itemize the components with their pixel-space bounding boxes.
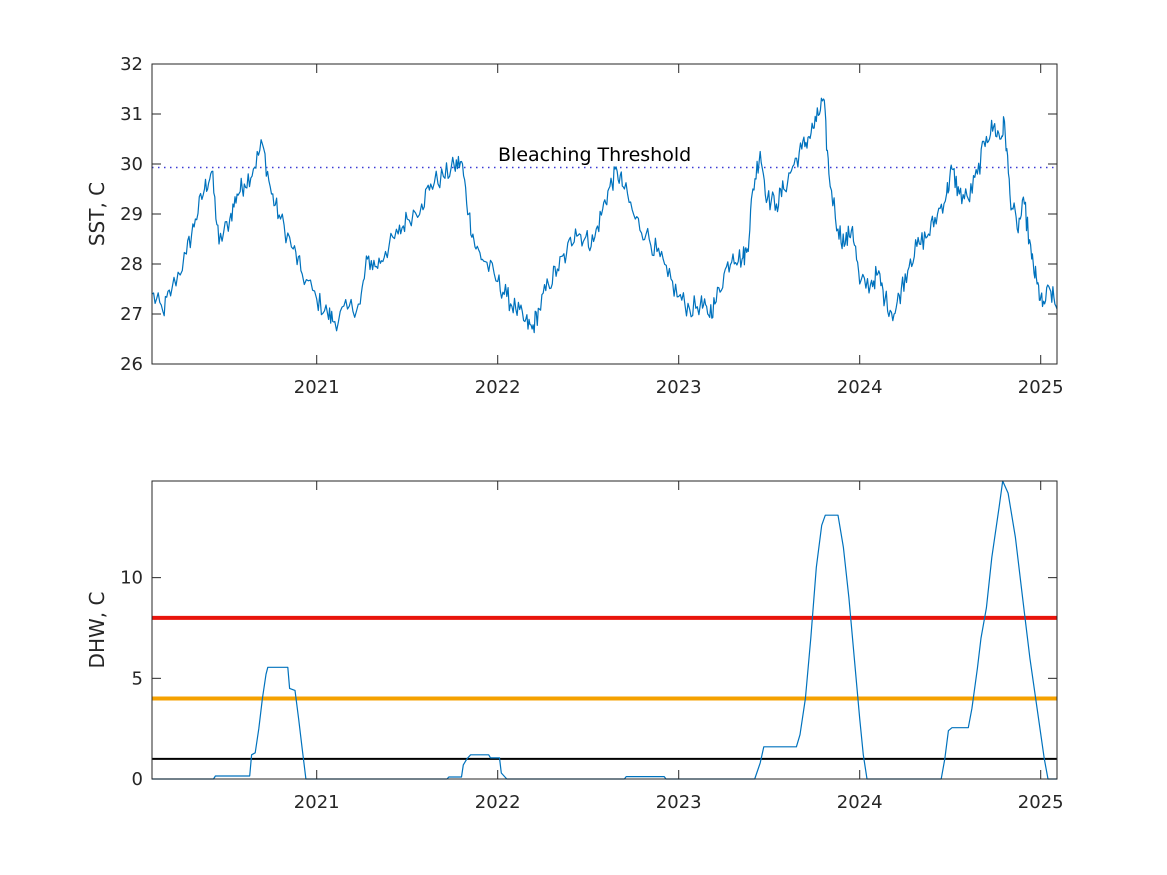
- sst-xtick-label: 2022: [475, 377, 521, 398]
- sst-axes-box: [151, 63, 1058, 365]
- dhw-xtick-label: 2024: [837, 792, 883, 813]
- sst-xtick-label: 2023: [656, 377, 702, 398]
- sst-series-line-0: [151, 97, 1058, 334]
- dhw-panel: 2021 2022 2023 2024 2025 0 5 10 DHW, C: [85, 480, 1064, 813]
- dhw-series-line-0: [152, 480, 1057, 780]
- dhw-axes-box: [151, 480, 1058, 780]
- sst-y-axis-label: SST, C: [85, 182, 109, 246]
- sst-xtick-label: 2024: [837, 377, 883, 398]
- dhw-y-axis-label: DHW, C: [85, 592, 109, 669]
- sst-ytick-label: 30: [120, 154, 143, 175]
- dhw-ytick-label: 10: [120, 568, 143, 589]
- sst-series-group: [151, 97, 1058, 334]
- dhw-xtick-label: 2022: [475, 792, 521, 813]
- bleaching-threshold-label: Bleaching Threshold: [498, 144, 691, 166]
- dhw-ytick-label: 5: [132, 668, 143, 689]
- sst-xtick-label: 2021: [294, 377, 340, 398]
- sst-xtick-label: 2025: [1018, 377, 1064, 398]
- sst-ytick-label: 26: [120, 354, 143, 375]
- sst-ytick-label: 28: [120, 254, 143, 275]
- dhw-ticks-group: 2021 2022 2023 2024 2025 0 5 10: [120, 481, 1064, 813]
- sst-ytick-label: 27: [120, 304, 143, 325]
- sst-ytick-label: 29: [120, 204, 143, 225]
- dhw-ytick-label: 0: [132, 769, 143, 790]
- dhw-plot-area: [152, 481, 1057, 779]
- dhw-xtick-label: 2023: [656, 792, 702, 813]
- dhw-series-group: [152, 480, 1057, 780]
- dhw-xtick-label: 2025: [1018, 792, 1064, 813]
- sst-plot-area: [152, 64, 1057, 364]
- sst-panel: 2021 2022 2023 2024 2025 26 27 28 29 30 31 32 SST, …: [85, 54, 1064, 398]
- dhw-xtick-label: 2021: [294, 792, 340, 813]
- sst-ytick-label: 31: [120, 104, 143, 125]
- sst-ytick-label: 32: [120, 54, 143, 75]
